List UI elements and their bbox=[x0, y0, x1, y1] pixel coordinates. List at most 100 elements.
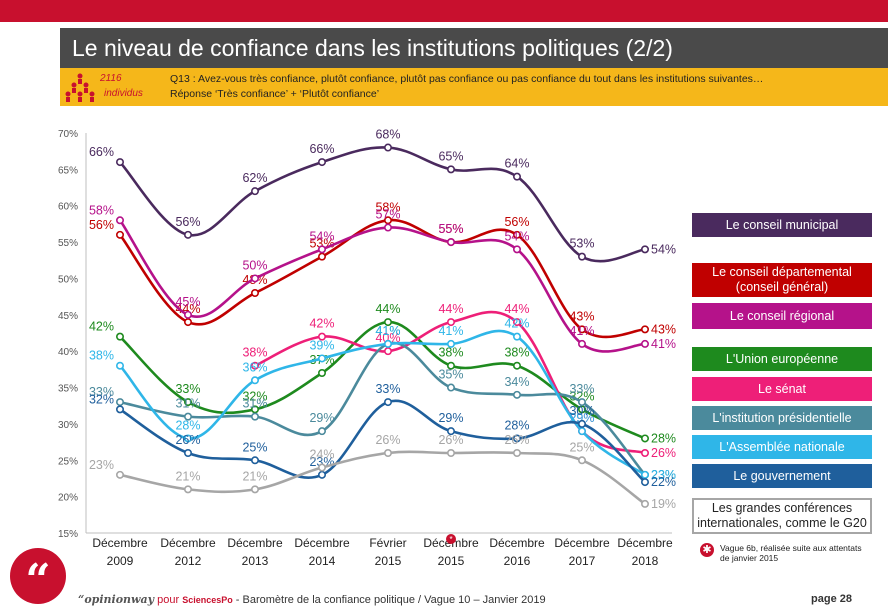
data-point bbox=[184, 412, 193, 421]
data-point bbox=[184, 434, 193, 443]
data-point bbox=[577, 398, 586, 407]
data-label: 21% bbox=[175, 469, 200, 483]
data-point bbox=[383, 398, 392, 407]
legend-item: L'institution présidentielle bbox=[692, 406, 872, 430]
data-point bbox=[251, 412, 260, 421]
data-point bbox=[512, 390, 521, 399]
question-box: 2116 individus Q13 : Avez-vous très conf… bbox=[60, 68, 888, 106]
data-label: 26% bbox=[438, 433, 463, 447]
data-point bbox=[317, 245, 326, 254]
data-point bbox=[512, 230, 521, 239]
data-point bbox=[317, 158, 326, 167]
data-point bbox=[640, 448, 649, 457]
data-label: 56% bbox=[175, 215, 200, 229]
data-point bbox=[251, 289, 260, 298]
base-count: 2116 bbox=[100, 73, 122, 84]
line-chart: 15% 20% 25% 30% 35% 40% 45% 50% 55% 60% 65% 70% Déce… bbox=[58, 128, 676, 568]
data-label: 38% bbox=[504, 346, 529, 360]
data-point bbox=[184, 485, 193, 494]
x-tick-label: Décembre 2014 bbox=[294, 536, 350, 568]
data-label: 23% bbox=[651, 468, 676, 482]
data-point bbox=[512, 245, 521, 254]
data-point bbox=[383, 339, 392, 348]
x-tick-label: Décembre 2016 bbox=[489, 536, 545, 568]
data-label: 53% bbox=[569, 237, 594, 251]
data-label: 26% bbox=[375, 433, 400, 447]
data-point bbox=[317, 354, 326, 363]
data-point bbox=[251, 187, 260, 196]
legend-item: Les grandes conférences internationales,… bbox=[692, 498, 872, 534]
data-label: 26% bbox=[504, 433, 529, 447]
data-point bbox=[317, 463, 326, 472]
data-point bbox=[446, 448, 455, 457]
data-point bbox=[116, 398, 125, 407]
data-label: 33% bbox=[89, 385, 114, 399]
data-label: 54% bbox=[309, 229, 334, 243]
data-point bbox=[640, 325, 649, 334]
legend-item: L'Assemblée nationale bbox=[692, 435, 872, 459]
data-point bbox=[317, 252, 326, 261]
data-label: 34% bbox=[504, 375, 529, 389]
data-label: 31% bbox=[175, 397, 200, 411]
legend-item: Le conseil départemental (conseil généra… bbox=[692, 263, 872, 297]
footer: “opinionway pour SciencesPo - Baromètre … bbox=[78, 593, 546, 606]
data-label: 56% bbox=[504, 215, 529, 229]
data-label: 19% bbox=[651, 497, 676, 511]
x-tick-label: Décembre 2009 bbox=[92, 536, 148, 568]
y-tick-label: 70% bbox=[58, 129, 78, 140]
data-point bbox=[446, 165, 455, 174]
data-label: 39% bbox=[309, 338, 334, 352]
data-label: 66% bbox=[309, 142, 334, 156]
data-point bbox=[640, 434, 649, 443]
data-point bbox=[184, 230, 193, 239]
data-label: 30% bbox=[569, 404, 594, 418]
data-point bbox=[640, 339, 649, 348]
data-point bbox=[640, 478, 649, 487]
data-point bbox=[251, 376, 260, 385]
data-point bbox=[446, 361, 455, 370]
title-bar: Le niveau de confiance dans les institut… bbox=[60, 28, 888, 68]
data-label: 28% bbox=[175, 418, 200, 432]
data-label: 64% bbox=[504, 157, 529, 171]
y-tick-label: 40% bbox=[58, 347, 78, 358]
y-tick-label: 45% bbox=[58, 311, 78, 322]
data-label: 43% bbox=[651, 322, 676, 336]
data-point bbox=[184, 398, 193, 407]
data-label: 50% bbox=[242, 258, 267, 272]
data-label: 65% bbox=[438, 149, 463, 163]
data-label: 33% bbox=[375, 382, 400, 396]
data-label: 58% bbox=[375, 200, 400, 214]
legend-item: Le conseil régional bbox=[692, 303, 872, 329]
annotation-marker-text: * bbox=[449, 535, 452, 544]
data-label: 36% bbox=[242, 360, 267, 374]
data-point bbox=[251, 485, 260, 494]
y-tick-label: 35% bbox=[58, 384, 78, 395]
data-point bbox=[446, 238, 455, 247]
data-label: 41% bbox=[375, 324, 400, 338]
page-title: Le niveau de confiance dans les institut… bbox=[72, 35, 673, 61]
data-point bbox=[116, 158, 125, 167]
data-point bbox=[116, 216, 125, 225]
footer-pour: pour bbox=[157, 594, 180, 606]
data-label: 29% bbox=[309, 411, 334, 425]
x-tick-label: Février 2015 bbox=[369, 536, 406, 568]
data-point bbox=[446, 427, 455, 436]
y-tick-label: 55% bbox=[58, 238, 78, 249]
data-point bbox=[116, 470, 125, 479]
footnote-text: Vague 6b, réalisée suite aux attentats d… bbox=[720, 543, 862, 563]
data-label: 66% bbox=[89, 145, 114, 159]
data-label: 44% bbox=[375, 302, 400, 316]
top-accent-bar bbox=[0, 0, 888, 22]
data-label: 32% bbox=[89, 392, 114, 406]
y-tick-label: 20% bbox=[58, 493, 78, 504]
data-point bbox=[383, 347, 392, 356]
data-label: 31% bbox=[242, 397, 267, 411]
data-point bbox=[383, 318, 392, 327]
opinionway-logo: “opinionway bbox=[78, 593, 155, 606]
data-label: 43% bbox=[569, 309, 594, 323]
data-label: 33% bbox=[175, 382, 200, 396]
data-point bbox=[383, 448, 392, 457]
data-label: 41% bbox=[375, 324, 400, 338]
data-label: 32% bbox=[242, 389, 267, 403]
legend-item: L'Union européenne bbox=[692, 347, 872, 371]
